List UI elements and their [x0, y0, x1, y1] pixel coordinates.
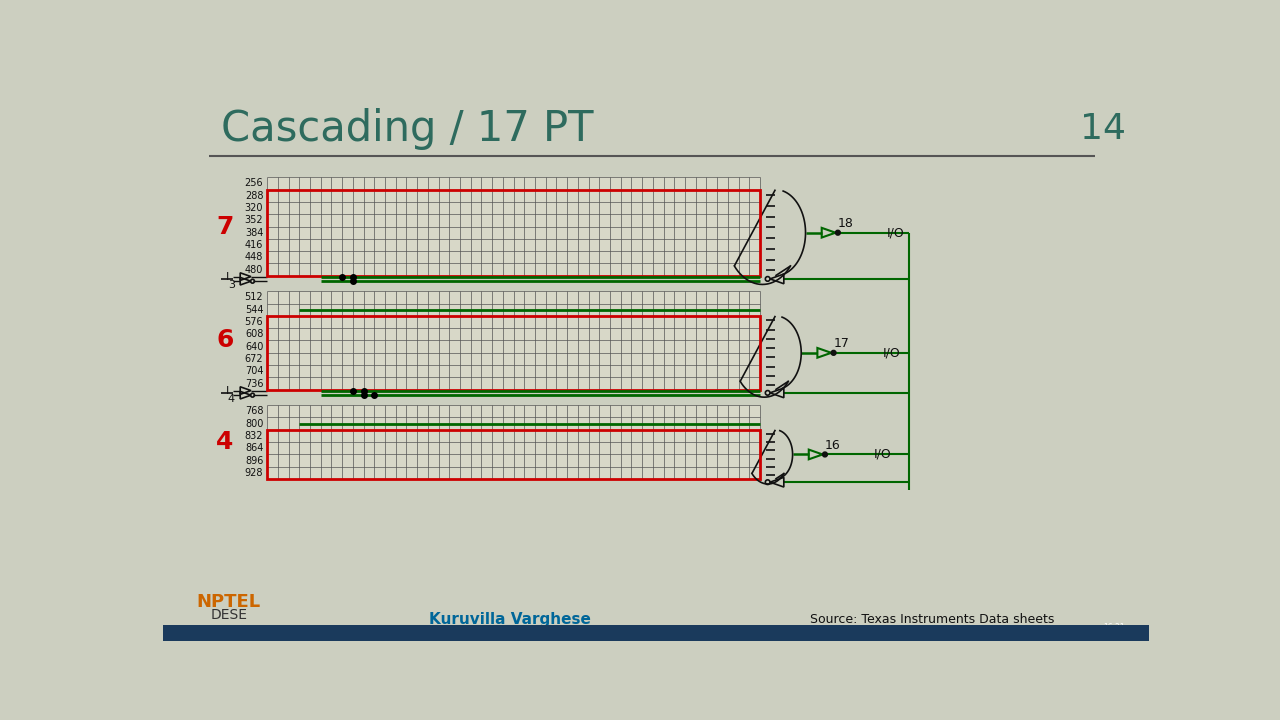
Text: 608: 608: [244, 329, 264, 339]
Bar: [268, 189, 760, 276]
Bar: [268, 291, 760, 390]
Text: 4: 4: [228, 394, 234, 404]
Text: I: I: [225, 387, 229, 396]
Circle shape: [823, 452, 827, 456]
Text: 576: 576: [244, 317, 264, 327]
Text: 672: 672: [244, 354, 264, 364]
Circle shape: [836, 230, 840, 235]
Text: I/O: I/O: [887, 226, 905, 239]
Text: 6: 6: [216, 328, 233, 353]
Text: 544: 544: [244, 305, 264, 315]
Text: 448: 448: [244, 252, 264, 262]
Bar: [268, 405, 760, 479]
Text: 384: 384: [244, 228, 264, 238]
Text: 352: 352: [244, 215, 264, 225]
Bar: [164, 626, 1149, 641]
Text: 896: 896: [244, 456, 264, 466]
Text: I/O: I/O: [882, 346, 900, 359]
Text: 17: 17: [833, 337, 849, 350]
Text: Cascading / 17 PT: Cascading / 17 PT: [221, 108, 594, 150]
Text: 288: 288: [244, 191, 264, 201]
Text: Kuruvilla Varghese: Kuruvilla Varghese: [429, 612, 590, 626]
Text: 320: 320: [244, 203, 264, 213]
Text: DESE: DESE: [210, 608, 247, 622]
Text: 864: 864: [244, 444, 264, 454]
Text: 640: 640: [244, 342, 264, 351]
Text: 736: 736: [244, 379, 264, 389]
Text: NPTEL: NPTEL: [197, 593, 261, 611]
Text: 832: 832: [244, 431, 264, 441]
Text: 4: 4: [216, 430, 233, 454]
Text: 416: 416: [244, 240, 264, 250]
Text: I/O: I/O: [874, 448, 892, 461]
Circle shape: [831, 351, 836, 355]
Text: 7: 7: [216, 215, 233, 238]
Text: 3: 3: [228, 280, 234, 290]
Bar: [268, 430, 760, 479]
Text: 18: 18: [837, 217, 854, 230]
Bar: [268, 177, 760, 276]
Text: 256: 256: [244, 179, 264, 189]
Text: 16:21
03-01-2014: 16:21 03-01-2014: [1092, 624, 1137, 643]
Text: Source: Texas Instruments Data sheets: Source: Texas Instruments Data sheets: [810, 613, 1055, 626]
Text: I: I: [225, 272, 229, 282]
Text: 14: 14: [1079, 112, 1125, 145]
Text: 512: 512: [244, 292, 264, 302]
Text: 928: 928: [244, 468, 264, 478]
Text: 16: 16: [824, 438, 841, 451]
Bar: [268, 316, 760, 390]
Text: 800: 800: [244, 418, 264, 428]
Text: 480: 480: [244, 265, 264, 274]
Text: 704: 704: [244, 366, 264, 377]
Text: 768: 768: [244, 406, 264, 416]
